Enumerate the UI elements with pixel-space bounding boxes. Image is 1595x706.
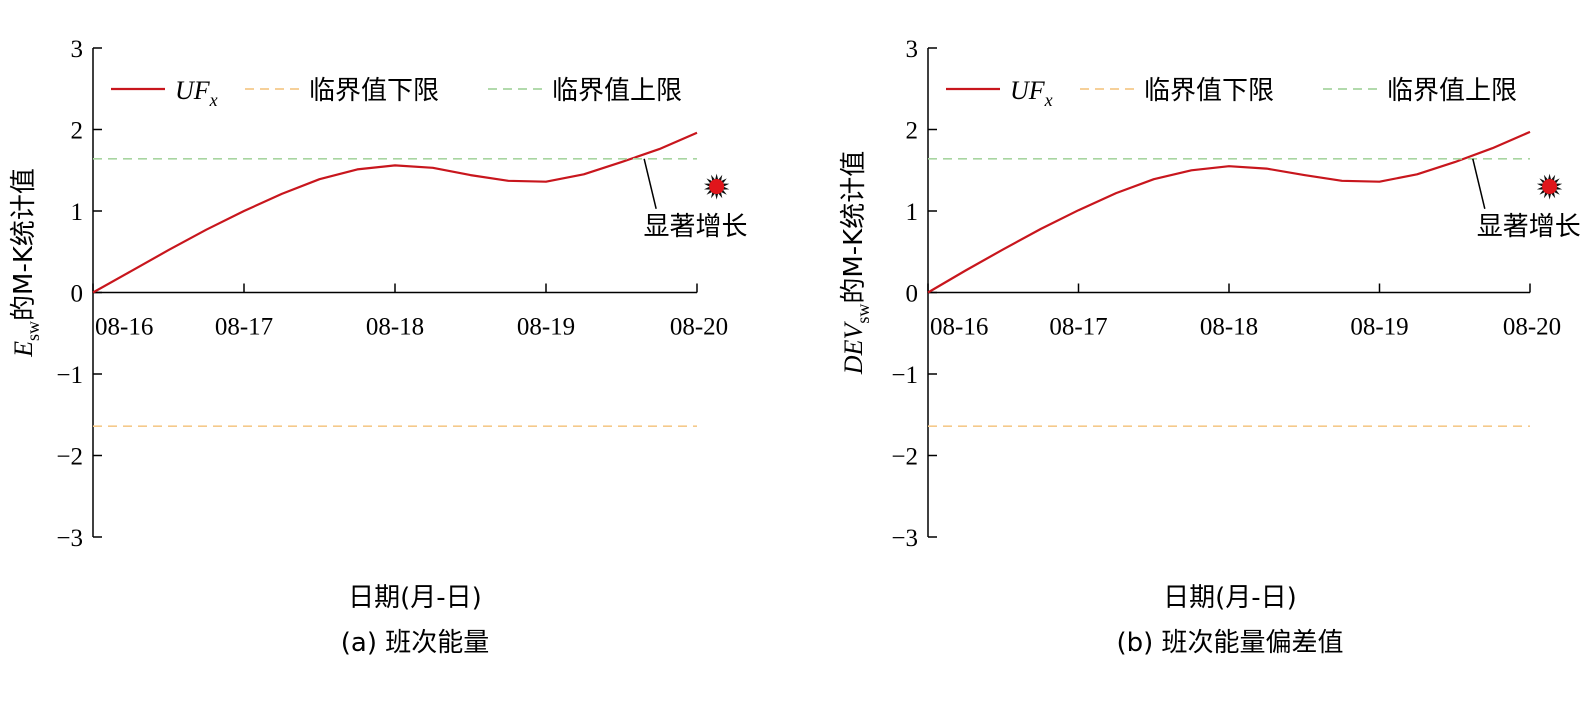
panel-caption: (a) 班次能量 [341, 628, 490, 658]
series-line-ufx [927, 130, 1531, 294]
x-tick-label: 08-19 [1350, 314, 1408, 341]
annotation-label: 显著增长 [1477, 212, 1581, 242]
legend-entry-label: UFx [1010, 76, 1053, 110]
y-axis-label: DEVsw的M-K统计值 [839, 151, 873, 375]
x-tick-label: 08-20 [1503, 314, 1561, 341]
series-line-ufx [92, 131, 698, 294]
y-tick-label: 1 [71, 199, 84, 226]
y-tick-label: 2 [71, 118, 84, 145]
legend-entry-label: 临界值上限 [552, 76, 682, 106]
burst-marker [1542, 179, 1558, 195]
y-tick-label: −3 [56, 525, 83, 552]
y-tick-label: 1 [906, 199, 919, 226]
x-axis-label: 日期(月-日) [348, 583, 482, 613]
panel-a: 3 2 1 0 −1 −2 −3 08-16 08-17 08-18 08-19 08-20 显著增长 U… [9, 36, 748, 658]
y-tick-label: 0 [71, 281, 84, 308]
legend-entry-label: 临界值下限 [1144, 76, 1274, 106]
y-tick-label: −2 [56, 444, 83, 471]
y-tick-label: 3 [906, 36, 919, 63]
x-tick-label: 08-20 [670, 314, 728, 341]
x-tick-label: 08-19 [517, 314, 575, 341]
y-tick-label: −1 [56, 362, 83, 389]
x-tick-label: 08-17 [1049, 314, 1107, 341]
x-tick-label: 08-16 [930, 314, 988, 341]
legend-entry-label: UFx [175, 76, 218, 110]
annotation-label: 显著增长 [643, 212, 747, 242]
y-tick-label: 0 [906, 281, 919, 308]
legend-entry-label: 临界值下限 [309, 76, 439, 106]
legend-entry-label: 临界值上限 [1387, 76, 1517, 106]
x-tick-label: 08-18 [366, 314, 424, 341]
y-tick-label: 2 [906, 118, 919, 145]
y-tick-label: 3 [71, 36, 84, 63]
x-tick-label: 08-16 [95, 314, 153, 341]
y-axis-label: Esw的M-K统计值 [9, 168, 43, 358]
y-tick-label: −2 [891, 444, 918, 471]
annotation-leader [643, 158, 657, 210]
burst-marker [709, 179, 725, 195]
panel-caption: (b) 班次能量偏差值 [1116, 628, 1343, 658]
x-axis-label: 日期(月-日) [1163, 583, 1297, 613]
annotation-leader [1472, 158, 1486, 210]
panel-b: 3 2 1 0 −1 −2 −3 08-16 08-17 08-18 08-19 08-20 显著增长 U… [839, 36, 1581, 658]
legend: UFx 临界值下限 临界值上限 [946, 76, 1517, 110]
x-tick-label: 08-18 [1200, 314, 1258, 341]
y-tick-label: −1 [891, 362, 918, 389]
x-tick-label: 08-17 [215, 314, 273, 341]
y-tick-label: −3 [891, 525, 918, 552]
legend: UFx 临界值下限 临界值上限 [111, 76, 682, 110]
